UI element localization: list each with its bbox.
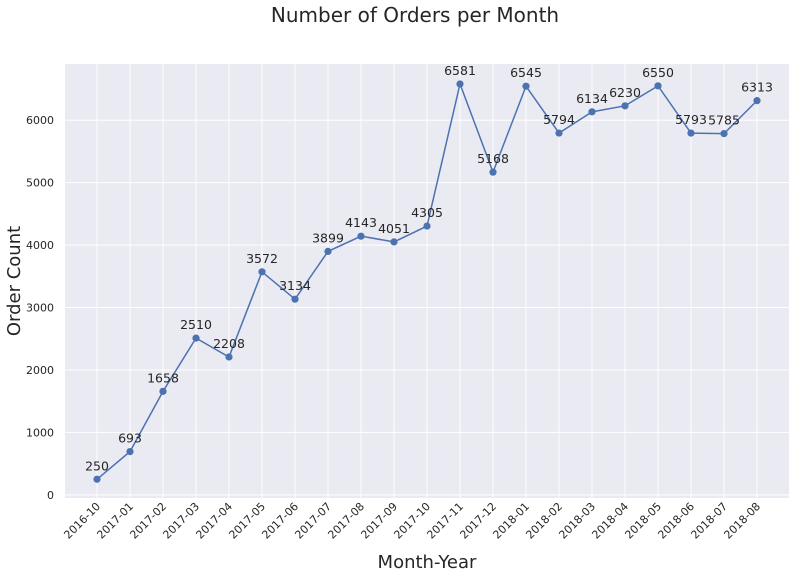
data-point-2017-09 xyxy=(390,238,398,246)
data-label-2017-12: 5168 xyxy=(477,151,509,166)
data-point-2017-04 xyxy=(225,353,233,361)
data-point-2017-02 xyxy=(159,387,167,395)
data-point-2017-10 xyxy=(423,222,431,230)
data-label-2018-02: 5794 xyxy=(543,112,575,127)
y-axis-ticks: 0 1000 2000 3000 4000 5000 6000 xyxy=(26,114,54,502)
data-label-2018-06: 5793 xyxy=(675,112,707,127)
data-point-2018-06 xyxy=(687,129,695,137)
data-point-2017-01 xyxy=(126,448,134,456)
data-label-2017-04: 2208 xyxy=(213,336,245,351)
data-point-2017-07 xyxy=(324,247,332,256)
data-label-2017-02: 1658 xyxy=(147,370,179,385)
data-label-2018-04: 6230 xyxy=(609,85,641,100)
data-label-2017-03: 2510 xyxy=(180,317,212,332)
data-point-2017-08 xyxy=(357,232,365,240)
data-label-2017-05: 3572 xyxy=(246,251,278,266)
y-axis-label: Order Count xyxy=(4,226,25,336)
data-point-2017-06 xyxy=(291,295,299,303)
data-point-2018-03 xyxy=(588,108,596,116)
data-points xyxy=(93,80,761,483)
data-point-2018-01 xyxy=(522,82,530,90)
data-label-2017-11: 6581 xyxy=(444,63,476,78)
y-tick-label-3: 3000 xyxy=(26,302,54,315)
y-tick-label-1: 1000 xyxy=(26,426,54,439)
data-label-2018-03: 6134 xyxy=(576,91,608,106)
data-point-2018-02 xyxy=(555,129,563,137)
y-tick-label-2: 2000 xyxy=(26,364,54,377)
x-axis-label: Month-Year xyxy=(378,552,477,573)
data-label-2018-05: 6550 xyxy=(642,65,674,80)
y-tick-label-4: 4000 xyxy=(26,239,54,252)
data-point-2018-08 xyxy=(753,97,761,105)
data-label-2017-10: 4305 xyxy=(411,205,443,220)
data-label-2017-06: 3134 xyxy=(279,278,311,293)
y-tick-label-0: 0 xyxy=(47,489,54,502)
data-label-2018-07: 5785 xyxy=(708,113,740,128)
data-label-2018-01: 6545 xyxy=(510,65,542,80)
y-tick-label-5: 5000 xyxy=(26,177,54,190)
data-point-2016-10 xyxy=(93,475,101,483)
data-label-2017-08: 4143 xyxy=(345,215,377,230)
data-point-2017-11 xyxy=(456,80,464,88)
data-label-2016-10: 250 xyxy=(85,458,109,473)
data-point-2017-12 xyxy=(489,168,497,176)
x-tick-label-20: 2018-08 xyxy=(721,500,763,542)
data-point-2017-05 xyxy=(258,268,266,276)
data-point-2018-05 xyxy=(654,82,662,90)
data-point-2017-03 xyxy=(192,334,200,342)
data-point-2018-04 xyxy=(621,102,629,110)
data-label-2017-01: 693 xyxy=(118,431,142,446)
y-tick-label-6: 6000 xyxy=(26,114,54,127)
data-label-2018-08: 6313 xyxy=(741,80,773,95)
data-label-2017-07: 3899 xyxy=(312,230,344,245)
grid-lines xyxy=(65,64,789,498)
chart-title: Number of Orders per Month xyxy=(271,3,559,27)
x-axis-ticks: 2016-102017-012017-022017-032017-042017-… xyxy=(61,500,763,542)
data-point-2018-07 xyxy=(720,130,728,138)
data-label-2017-09: 4051 xyxy=(378,221,410,236)
